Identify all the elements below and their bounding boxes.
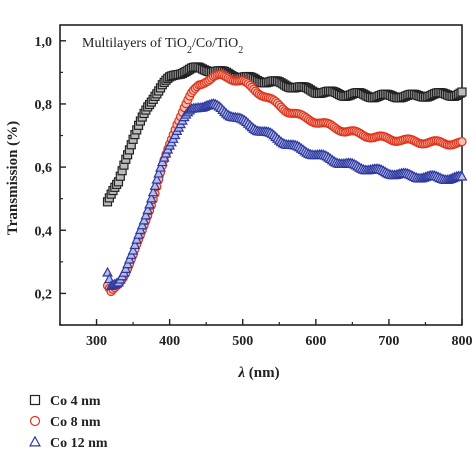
chart-title: Multilayers of TiO2/Co/TiO2	[82, 36, 243, 56]
legend-item: Co 8 nm	[29, 415, 101, 430]
data-point	[131, 233, 143, 244]
x-tick-label: 600	[305, 334, 326, 349]
data-point	[120, 263, 132, 273]
data-point	[456, 170, 468, 181]
data-point	[102, 266, 113, 277]
y-axis-title: Transmission (%)	[5, 121, 21, 235]
data-point	[153, 167, 165, 178]
data-point	[129, 239, 141, 250]
y-tick-label: 0,6	[35, 161, 53, 176]
series-layer	[102, 62, 468, 297]
legend-marker	[29, 415, 41, 427]
y-tick-label: 0,2	[35, 287, 53, 302]
x-axis-ticks: 300 400 500 600 700 800	[59, 319, 473, 349]
data-point	[151, 173, 163, 184]
y-tick-label: 1,0	[35, 35, 53, 50]
series-triangle	[102, 98, 468, 290]
legend-marker	[29, 435, 41, 447]
data-point	[103, 273, 115, 284]
x-tick-label: 500	[232, 334, 253, 349]
legend-label: Co 4 nm	[50, 394, 101, 409]
data-point	[155, 161, 166, 172]
legend-label: Co 12 nm	[50, 436, 108, 451]
data-point	[127, 244, 139, 255]
data-point	[138, 214, 150, 225]
data-point	[134, 224, 146, 234]
data-point	[122, 258, 134, 269]
data-point	[457, 87, 467, 97]
legend-item: Co 4 nm	[29, 394, 101, 409]
data-point	[144, 198, 155, 209]
y-tick-label: 0,4	[35, 224, 53, 239]
data-point	[147, 186, 159, 197]
legend-label: Co 8 nm	[50, 415, 101, 430]
x-tick-label: 300	[86, 334, 107, 349]
x-axis-title: λ (nm)	[237, 365, 279, 381]
x-tick-label: 800	[452, 334, 473, 349]
legend-item: Co 12 nm	[29, 435, 108, 451]
y-axis-ticks: 0,2 0,4 0,6 0,8 1,0	[35, 35, 66, 326]
data-point	[136, 219, 148, 230]
x-tick-label: 700	[378, 334, 399, 349]
x-tick-label: 400	[159, 334, 180, 349]
data-point	[140, 209, 152, 220]
data-point	[133, 228, 144, 239]
y-tick-label: 0,8	[35, 98, 53, 113]
data-point	[149, 180, 161, 190]
legend: Co 4 nm Co 8 nm Co 12 nm	[29, 394, 108, 451]
legend-marker	[29, 394, 41, 406]
data-point	[145, 192, 157, 203]
data-point	[457, 137, 467, 147]
data-point	[142, 204, 154, 215]
